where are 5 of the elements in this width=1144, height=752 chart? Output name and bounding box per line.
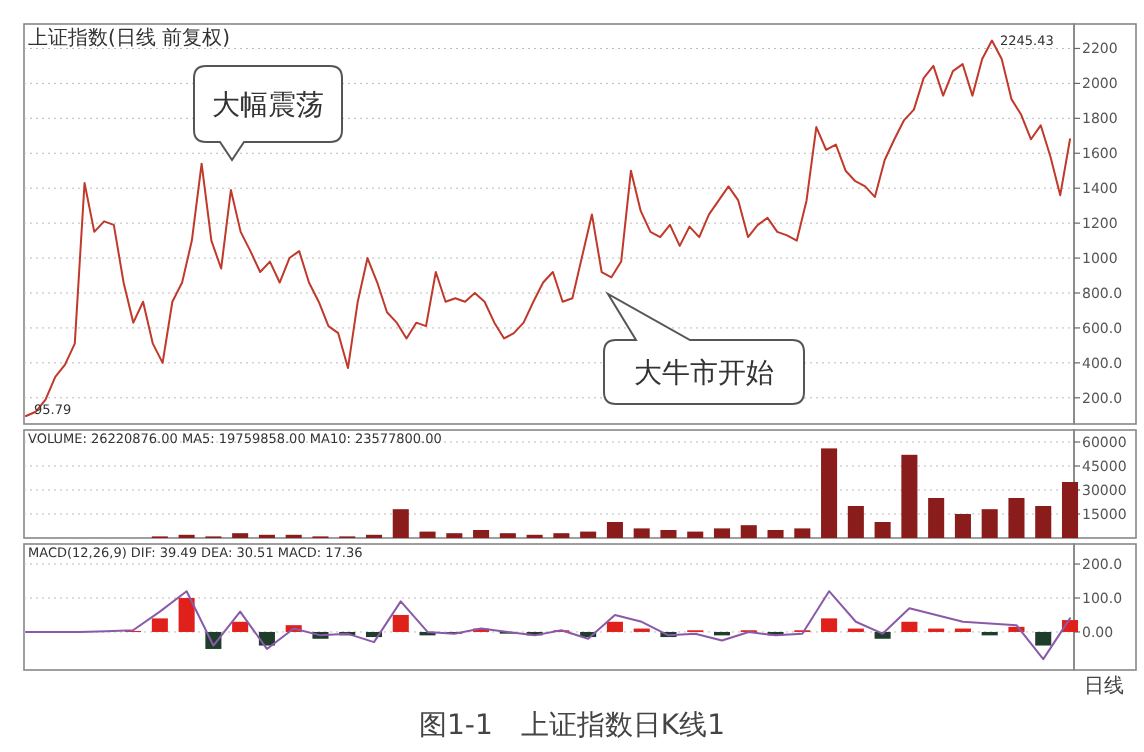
caption: 图1-1 上证指数日K线1: [419, 710, 725, 742]
text: 日线: [1084, 674, 1124, 698]
chart-title: 上证指数(日线 前复权): [28, 26, 231, 50]
annotation: 大幅震荡: [212, 90, 324, 122]
annotation: 大牛市开始: [634, 358, 774, 390]
